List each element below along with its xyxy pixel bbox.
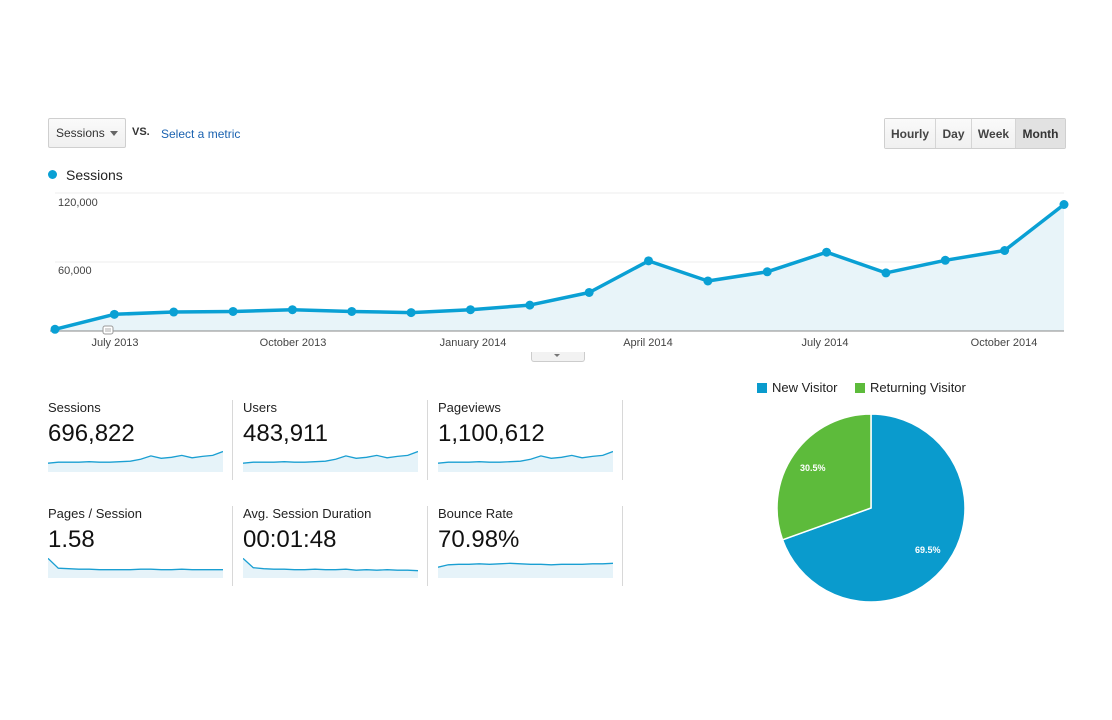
legend-swatch xyxy=(855,382,865,393)
tile-label: Users xyxy=(243,400,277,415)
sessions-data-point xyxy=(584,287,594,297)
metric-tile-pages-per-session: Pages / Session 1.58 xyxy=(48,506,223,591)
sparkline xyxy=(438,562,613,578)
x-tick-january-2014: January 2014 xyxy=(440,337,507,349)
sessions-data-point xyxy=(465,305,475,315)
sessions-line xyxy=(54,203,1066,331)
tile-value: 696,822 xyxy=(48,420,135,447)
sparkline xyxy=(243,557,418,578)
tile-label: Sessions xyxy=(48,400,101,415)
tile-divider xyxy=(232,400,233,480)
tile-value: 00:01:48 xyxy=(243,526,337,553)
legend-label: Returning Visitor xyxy=(870,380,966,395)
metric-tile-pageviews: Pageviews 1,100,612 xyxy=(438,400,613,485)
day-button[interactable]: Day xyxy=(936,119,972,148)
y-tick-60000: 60,000 xyxy=(58,265,92,277)
vs-label: VS. xyxy=(132,126,150,138)
x-tick-october-2013: October 2013 xyxy=(260,337,327,349)
sparkline-line xyxy=(243,557,418,572)
metric-select-value: Sessions xyxy=(56,126,105,140)
sessions-line-chart: 120,000 60,000 July 2013 October 2013 Ja… xyxy=(50,192,1069,349)
chart-collapse-toggle[interactable] xyxy=(531,352,585,362)
y-tick-120000: 120,000 xyxy=(58,197,98,209)
legend-swatch xyxy=(757,382,767,393)
time-granularity-group: Hourly Day Week Month xyxy=(884,118,1066,149)
pie-label-returning: 30.5% xyxy=(800,463,826,473)
sessions-data-point xyxy=(703,276,713,286)
month-button[interactable]: Month xyxy=(1016,119,1065,148)
tile-divider xyxy=(232,506,233,586)
tile-value: 1.58 xyxy=(48,526,95,553)
sessions-data-point xyxy=(881,268,891,278)
select-metric-link[interactable]: Select a metric xyxy=(161,127,241,141)
tile-label: Bounce Rate xyxy=(438,506,514,521)
tile-label: Pageviews xyxy=(438,400,501,415)
sparkline xyxy=(438,450,613,472)
metric-select[interactable]: Sessions xyxy=(48,118,126,148)
legend-label: New Visitor xyxy=(772,380,838,395)
sessions-data-point xyxy=(1059,200,1069,209)
sessions-data-point xyxy=(50,324,60,334)
sessions-data-point xyxy=(228,306,238,316)
sparkline-fill xyxy=(48,558,223,578)
sessions-data-point xyxy=(169,307,179,317)
pie-label-new: 69.5% xyxy=(915,545,941,555)
hourly-button[interactable]: Hourly xyxy=(885,119,936,148)
sparkline-line xyxy=(48,557,223,571)
tile-divider xyxy=(427,400,428,480)
tile-value: 483,911 xyxy=(243,420,328,447)
x-tick-april-2014: April 2014 xyxy=(623,337,673,349)
sparkline-line xyxy=(48,450,223,464)
metric-tile-users: Users 483,911 xyxy=(243,400,418,485)
sessions-legend-dot xyxy=(48,170,57,179)
sessions-data-point xyxy=(822,247,832,257)
sessions-data-point xyxy=(644,256,654,266)
sessions-data-point xyxy=(525,300,535,310)
sparkline-fill xyxy=(48,451,223,472)
metric-tile-bounce-rate: Bounce Rate 70.98% xyxy=(438,506,613,591)
sparkline-fill xyxy=(243,451,418,472)
sessions-data-point xyxy=(762,267,772,277)
legend-new-visitor: New Visitor xyxy=(757,380,838,395)
sparkline xyxy=(243,450,418,472)
pie-slice-returning-visitor xyxy=(776,413,872,541)
sessions-area-fill xyxy=(55,204,1064,331)
sessions-legend-label: Sessions xyxy=(66,167,123,183)
sessions-data-point xyxy=(406,308,416,318)
x-tick-july-2014: July 2014 xyxy=(801,337,848,349)
chevron-down-icon xyxy=(110,131,118,136)
annotation-marker-icon[interactable] xyxy=(102,325,114,335)
collapse-arrow-icon xyxy=(554,354,560,357)
x-tick-july-2013: July 2013 xyxy=(91,337,138,349)
tile-divider xyxy=(622,400,623,480)
week-button[interactable]: Week xyxy=(972,119,1016,148)
sparkline-fill xyxy=(243,558,418,578)
sparkline xyxy=(48,557,223,578)
tile-value: 70.98% xyxy=(438,526,520,553)
sessions-data-point xyxy=(1000,246,1010,255)
sparkline-line xyxy=(243,450,418,464)
sessions-data-point xyxy=(347,306,357,316)
tile-divider xyxy=(427,506,428,586)
metric-tile-sessions: Sessions 696,822 xyxy=(48,400,223,485)
sessions-data-point xyxy=(940,255,950,265)
tile-label: Pages / Session xyxy=(48,506,142,521)
tile-label: Avg. Session Duration xyxy=(243,506,372,521)
visitor-pie-chart: 30.5% 69.5% xyxy=(776,413,966,603)
tile-value: 1,100,612 xyxy=(438,420,545,447)
sparkline-fill xyxy=(438,451,613,472)
sessions-data-point xyxy=(109,309,119,319)
tile-divider xyxy=(622,506,623,586)
pie-slice-new-visitor xyxy=(781,413,966,603)
sessions-data-point xyxy=(287,305,297,315)
metric-tile-avg-session-duration: Avg. Session Duration 00:01:48 xyxy=(243,506,418,591)
sparkline-line xyxy=(438,450,613,464)
legend-returning-visitor: Returning Visitor xyxy=(855,380,966,395)
sparkline xyxy=(48,450,223,472)
x-tick-october-2014: October 2014 xyxy=(971,337,1038,349)
sparkline-line xyxy=(438,562,613,568)
sparkline-fill xyxy=(438,563,613,578)
